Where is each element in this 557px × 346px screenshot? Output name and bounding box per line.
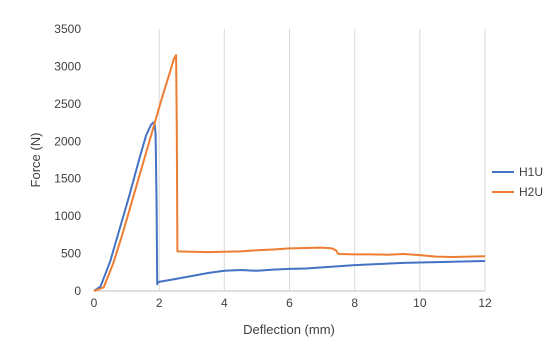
legend-label-h2u: H2U — [519, 185, 543, 199]
series-line-h2u — [93, 54, 486, 292]
y-tick-label-0: 0 — [74, 284, 81, 298]
x-tick-label-0: 0 — [91, 296, 98, 310]
x-tick-label-5: 10 — [413, 296, 427, 310]
y-tick-label-3: 1500 — [54, 172, 81, 186]
series-line-h1u — [93, 121, 486, 292]
y-tick-label-2: 1000 — [54, 209, 81, 223]
x-tick-label-4: 8 — [351, 296, 358, 310]
x-tick-label-6: 12 — [478, 296, 492, 310]
y-tick-label-5: 2500 — [54, 97, 81, 111]
data-series — [93, 54, 486, 292]
y-tick-label-1: 500 — [61, 247, 81, 261]
grid-lines — [158, 29, 486, 291]
x-axis-title: Deflection (mm) — [243, 322, 335, 337]
x-tick-label-3: 6 — [286, 296, 293, 310]
y-tick-label-7: 3500 — [54, 22, 81, 36]
x-tick-label-2: 4 — [221, 296, 228, 310]
axes: 0 2 4 6 8 10 12 0 500 1000 1500 2000 2500 3000 3500 — [54, 22, 492, 310]
y-tick-label-4: 2000 — [54, 134, 81, 148]
y-tick-label-6: 3000 — [54, 59, 81, 73]
legend-label-h1u: H1U — [519, 165, 543, 179]
y-axis-title: Force (N) — [28, 133, 43, 188]
x-tick-label-1: 2 — [156, 296, 163, 310]
